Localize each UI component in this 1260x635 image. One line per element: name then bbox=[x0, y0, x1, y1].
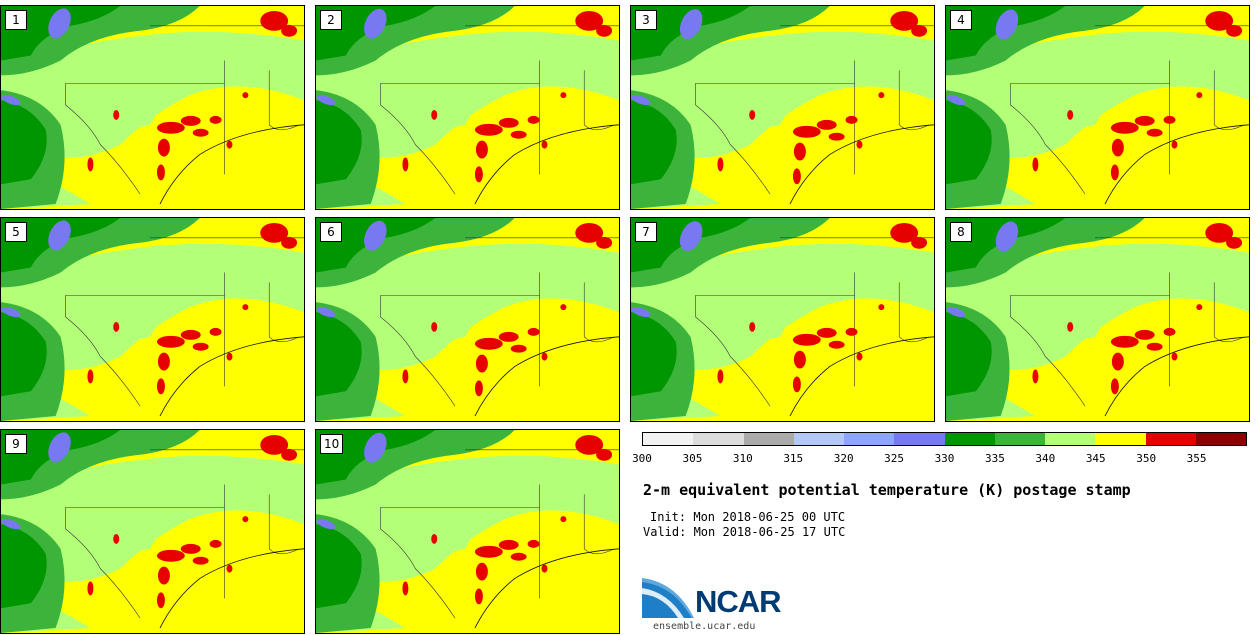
colorbar-segment bbox=[844, 433, 895, 445]
member-number: 6 bbox=[320, 222, 342, 242]
colorbar-segment bbox=[643, 433, 694, 445]
member-number: 7 bbox=[635, 222, 657, 242]
colorbar-segment bbox=[793, 433, 844, 445]
valid-time: Valid: Mon 2018-06-25 17 UTC bbox=[643, 525, 846, 539]
member-number: 8 bbox=[950, 222, 972, 242]
colorbar-tick-label: 355 bbox=[1186, 452, 1207, 465]
member-panel: 2 bbox=[315, 5, 620, 210]
colorbar-segment bbox=[1145, 433, 1196, 445]
colorbar-segment bbox=[1045, 433, 1096, 445]
chart-title: 2-m equivalent potential temperature (K)… bbox=[643, 481, 1131, 499]
init-time: Init: Mon 2018-06-25 00 UTC bbox=[650, 510, 846, 524]
colorbar-tick-label: 335 bbox=[984, 452, 1005, 465]
colorbar-tick-label: 350 bbox=[1136, 452, 1157, 465]
member-panel: 8 bbox=[945, 217, 1250, 422]
member-panel: 3 bbox=[630, 5, 935, 210]
colorbar-tick-label: 330 bbox=[934, 452, 955, 465]
colorbar-tick-label: 310 bbox=[732, 452, 753, 465]
member-panel: 7 bbox=[630, 217, 935, 422]
colorbar-tick-label: 305 bbox=[682, 452, 703, 465]
member-panel: 4 bbox=[945, 5, 1250, 210]
colorbar bbox=[642, 432, 1247, 446]
member-number: 3 bbox=[635, 10, 657, 30]
colorbar-segment bbox=[1195, 433, 1246, 445]
colorbar-tick-label: 320 bbox=[833, 452, 854, 465]
member-number: 10 bbox=[320, 434, 344, 454]
member-number: 2 bbox=[320, 10, 342, 30]
colorbar-tick-label: 300 bbox=[632, 452, 652, 465]
colorbar-segment bbox=[894, 433, 945, 445]
member-number: 4 bbox=[950, 10, 972, 30]
colorbar-tick-label: 325 bbox=[884, 452, 905, 465]
colorbar-segment bbox=[944, 433, 995, 445]
member-number: 1 bbox=[5, 10, 27, 30]
ncar-swoosh-icon bbox=[642, 578, 694, 618]
member-panel: 5 bbox=[0, 217, 305, 422]
colorbar-segment bbox=[1095, 433, 1146, 445]
colorbar-tick-label: 340 bbox=[1035, 452, 1056, 465]
colorbar-tick-label: 315 bbox=[783, 452, 804, 465]
member-panel: 9 bbox=[0, 429, 305, 634]
site-url: ensemble.ucar.edu bbox=[653, 621, 756, 632]
colorbar-segment bbox=[693, 433, 744, 445]
colorbar-segment bbox=[743, 433, 794, 445]
member-number: 9 bbox=[5, 434, 27, 454]
member-panel: 6 bbox=[315, 217, 620, 422]
colorbar-segment bbox=[994, 433, 1045, 445]
logo-text: NCAR bbox=[695, 584, 782, 619]
member-panel: 1 bbox=[0, 5, 305, 210]
member-panel: 10 bbox=[315, 429, 620, 634]
colorbar-tick-label: 345 bbox=[1085, 452, 1106, 465]
ncar-logo: NCAR bbox=[642, 578, 802, 623]
member-number: 5 bbox=[5, 222, 27, 242]
